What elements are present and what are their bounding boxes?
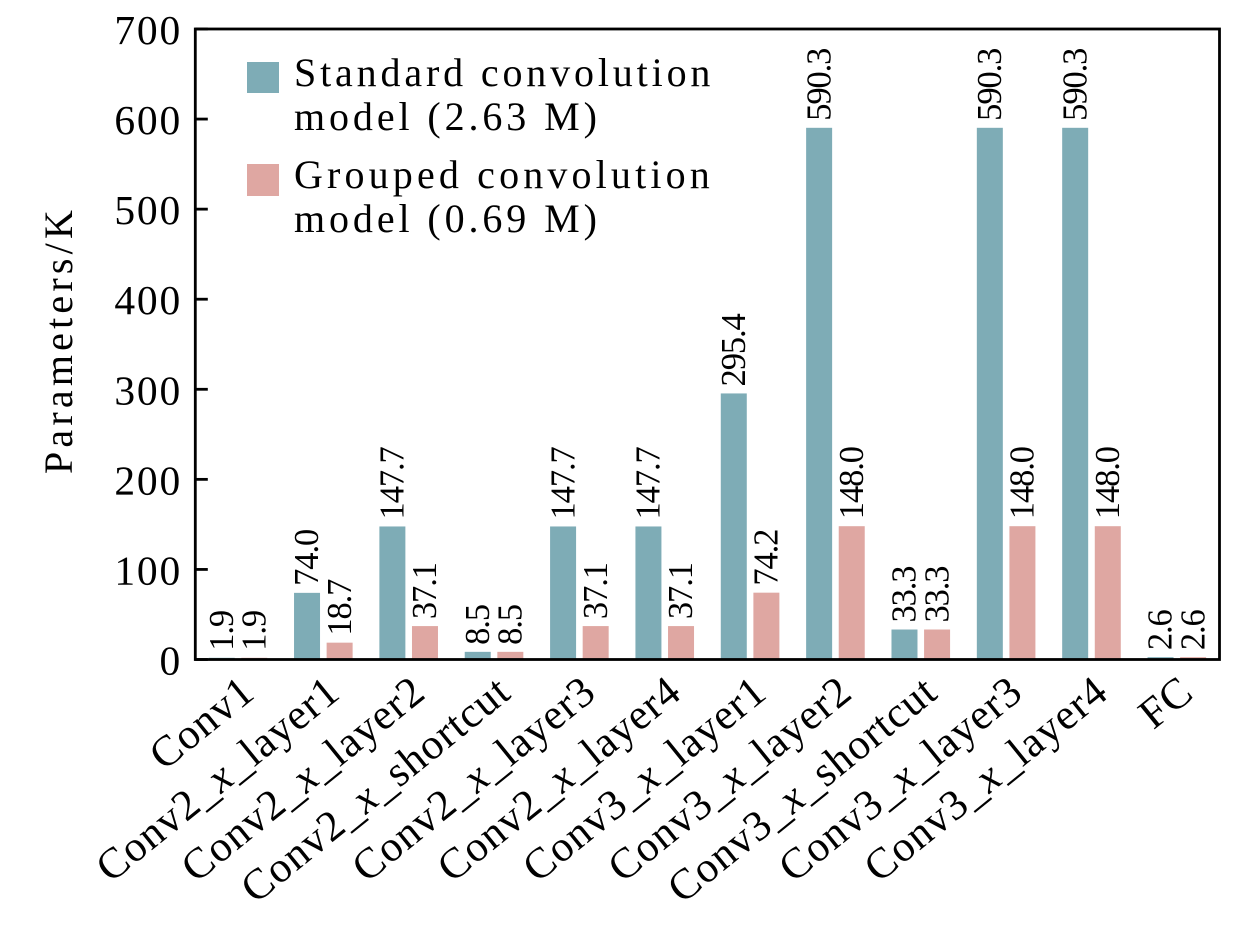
svg-text:8.5: 8.5 <box>492 605 530 645</box>
svg-text:Parameters/K: Parameters/K <box>36 206 81 474</box>
svg-text:100: 100 <box>114 547 182 593</box>
svg-text:700: 700 <box>114 7 182 53</box>
svg-text:590.3: 590.3 <box>971 49 1009 121</box>
svg-text:590.3: 590.3 <box>1056 49 1094 121</box>
svg-text:Grouped convolution: Grouped convolution <box>294 152 714 197</box>
svg-text:Standard convolution: Standard convolution <box>294 50 714 95</box>
svg-text:200: 200 <box>114 457 182 503</box>
svg-text:500: 500 <box>114 187 182 233</box>
svg-text:18.7: 18.7 <box>321 579 359 636</box>
svg-text:0: 0 <box>159 638 182 684</box>
svg-text:590.3: 590.3 <box>800 49 838 121</box>
svg-text:37.1: 37.1 <box>577 563 615 619</box>
svg-text:37.1: 37.1 <box>406 563 444 619</box>
svg-text:2.6: 2.6 <box>1142 609 1180 650</box>
svg-text:8.5: 8.5 <box>459 605 497 645</box>
svg-text:1.9: 1.9 <box>235 611 273 651</box>
svg-text:model (2.63 M): model (2.63 M) <box>294 94 601 139</box>
svg-text:400: 400 <box>114 277 182 323</box>
svg-text:147.7: 147.7 <box>374 446 412 519</box>
svg-text:1.9: 1.9 <box>203 611 241 651</box>
svg-text:295.4: 295.4 <box>715 313 753 386</box>
svg-text:74.2: 74.2 <box>748 530 786 586</box>
svg-text:148.0: 148.0 <box>1089 447 1127 519</box>
svg-text:33.3: 33.3 <box>886 567 924 623</box>
svg-text:37.1: 37.1 <box>662 563 700 619</box>
svg-text:147.7: 147.7 <box>544 446 582 519</box>
svg-text:148.0: 148.0 <box>1004 447 1042 519</box>
svg-text:147.7: 147.7 <box>630 446 668 519</box>
svg-text:600: 600 <box>114 97 182 143</box>
svg-text:2.6: 2.6 <box>1174 609 1212 650</box>
svg-text:148.0: 148.0 <box>833 447 871 519</box>
svg-text:33.3: 33.3 <box>918 567 956 623</box>
svg-text:300: 300 <box>114 367 182 413</box>
svg-text:model (0.69 M): model (0.69 M) <box>294 196 601 241</box>
svg-text:74.0: 74.0 <box>288 530 326 586</box>
